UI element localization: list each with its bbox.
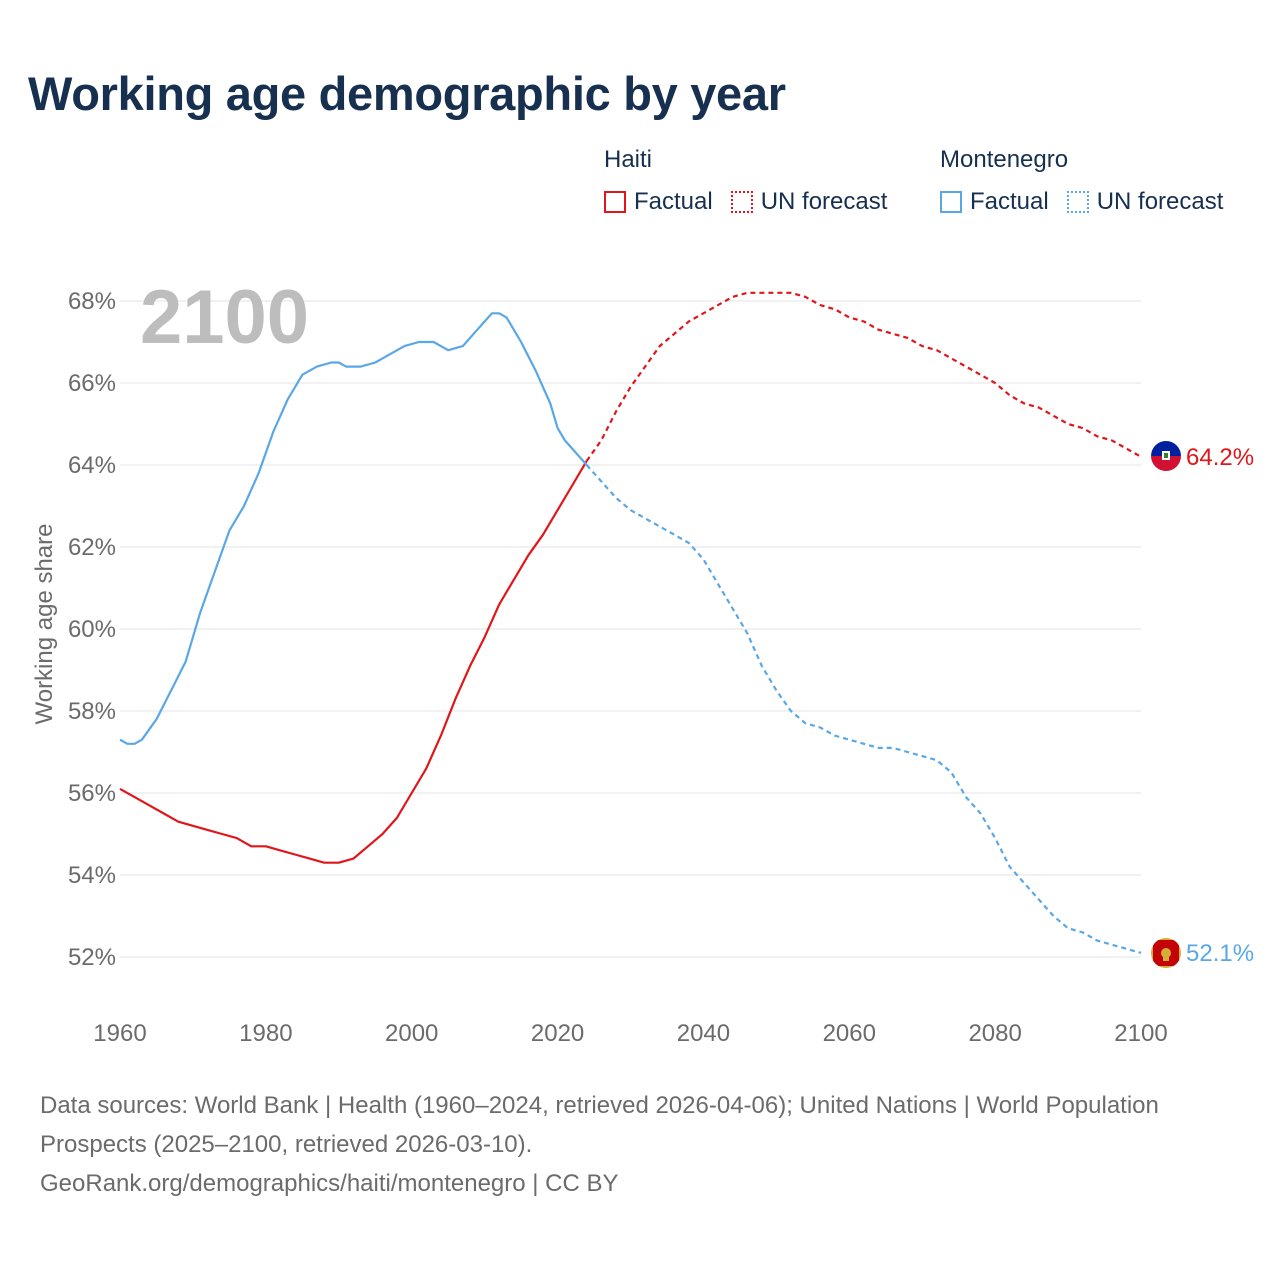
x-tick-label: 2000 <box>385 1020 438 1047</box>
x-tick-label: 2020 <box>531 1020 584 1047</box>
legend-label: UN forecast <box>760 188 888 215</box>
y-tick-label: 52% <box>68 944 116 971</box>
x-tick-label: 1980 <box>239 1020 292 1047</box>
year-watermark: 2100 <box>140 275 309 360</box>
montenegro-forecast-line <box>585 464 1142 954</box>
end-labels: 64.2% 52.1% <box>1186 444 1254 967</box>
footer: Data sources: World Bank | Health (1960–… <box>40 1086 1160 1203</box>
y-axis-label: Working age share <box>31 524 58 725</box>
montenegro-end-value-label: 52.1% <box>1186 940 1254 967</box>
y-tick-label: 62% <box>68 534 116 561</box>
data-sources-text: Data sources: World Bank | Health (1960–… <box>40 1092 1159 1158</box>
chart-title: Working age demographic by year <box>28 67 786 120</box>
montenegro-flag-icon <box>1151 938 1181 968</box>
legend-item-haiti-factual[interactable]: Factual <box>604 188 713 216</box>
line-chart: 2100 52% 54% 56% 58% 60% 62% 64% 66% 68% 1960 198… <box>31 275 1254 1047</box>
grid <box>120 300 1141 958</box>
legend-label: Factual <box>970 188 1049 215</box>
x-tick-label: 2060 <box>823 1020 876 1047</box>
legend-group-montenegro: Montenegro Factual UN forecast <box>940 146 1223 216</box>
x-axis-ticks: 1960 1980 2000 2020 2040 2060 2080 2100 <box>93 1020 1167 1047</box>
haiti-flag-icon <box>1151 441 1181 471</box>
y-tick-label: 54% <box>68 862 116 889</box>
series <box>119 291 1142 954</box>
legend-item-montenegro-forecast[interactable]: UN forecast <box>1066 188 1224 216</box>
legend-item-haiti-forecast[interactable]: UN forecast <box>730 188 888 216</box>
legend-label: UN forecast <box>1096 188 1224 215</box>
legend-group-title-montenegro: Montenegro <box>940 146 1069 173</box>
legend-swatch-dotted <box>730 191 753 213</box>
montenegro-factual-line <box>119 312 588 745</box>
source-link[interactable]: GeoRank.org/demographics/haiti/montenegr… <box>40 1170 619 1197</box>
y-tick-label: 60% <box>68 616 116 643</box>
legend-swatch-dotted <box>1066 191 1089 213</box>
y-tick-label: 66% <box>68 370 116 397</box>
legend-group-haiti: Haiti Factual UN forecast <box>604 146 887 216</box>
legend-swatch-solid <box>940 191 962 213</box>
y-tick-label: 58% <box>68 698 116 725</box>
legend-item-montenegro-factual[interactable]: Factual <box>940 188 1049 216</box>
y-tick-label: 68% <box>68 288 116 315</box>
haiti-forecast-line <box>585 291 1142 462</box>
y-tick-label: 56% <box>68 780 116 807</box>
y-tick-label: 64% <box>68 452 116 479</box>
legend-group-title-haiti: Haiti <box>604 146 653 173</box>
y-axis-ticks: 52% 54% 56% 58% 60% 62% 64% 66% 68% <box>68 288 116 971</box>
haiti-factual-line <box>119 460 588 864</box>
legend-swatch-solid <box>604 191 626 213</box>
x-tick-label: 2100 <box>1114 1020 1167 1047</box>
x-tick-label: 2080 <box>968 1020 1021 1047</box>
x-tick-label: 1960 <box>93 1020 146 1047</box>
x-tick-label: 2040 <box>677 1020 730 1047</box>
legend-label: Factual <box>634 188 713 215</box>
haiti-end-value-label: 64.2% <box>1186 444 1254 471</box>
